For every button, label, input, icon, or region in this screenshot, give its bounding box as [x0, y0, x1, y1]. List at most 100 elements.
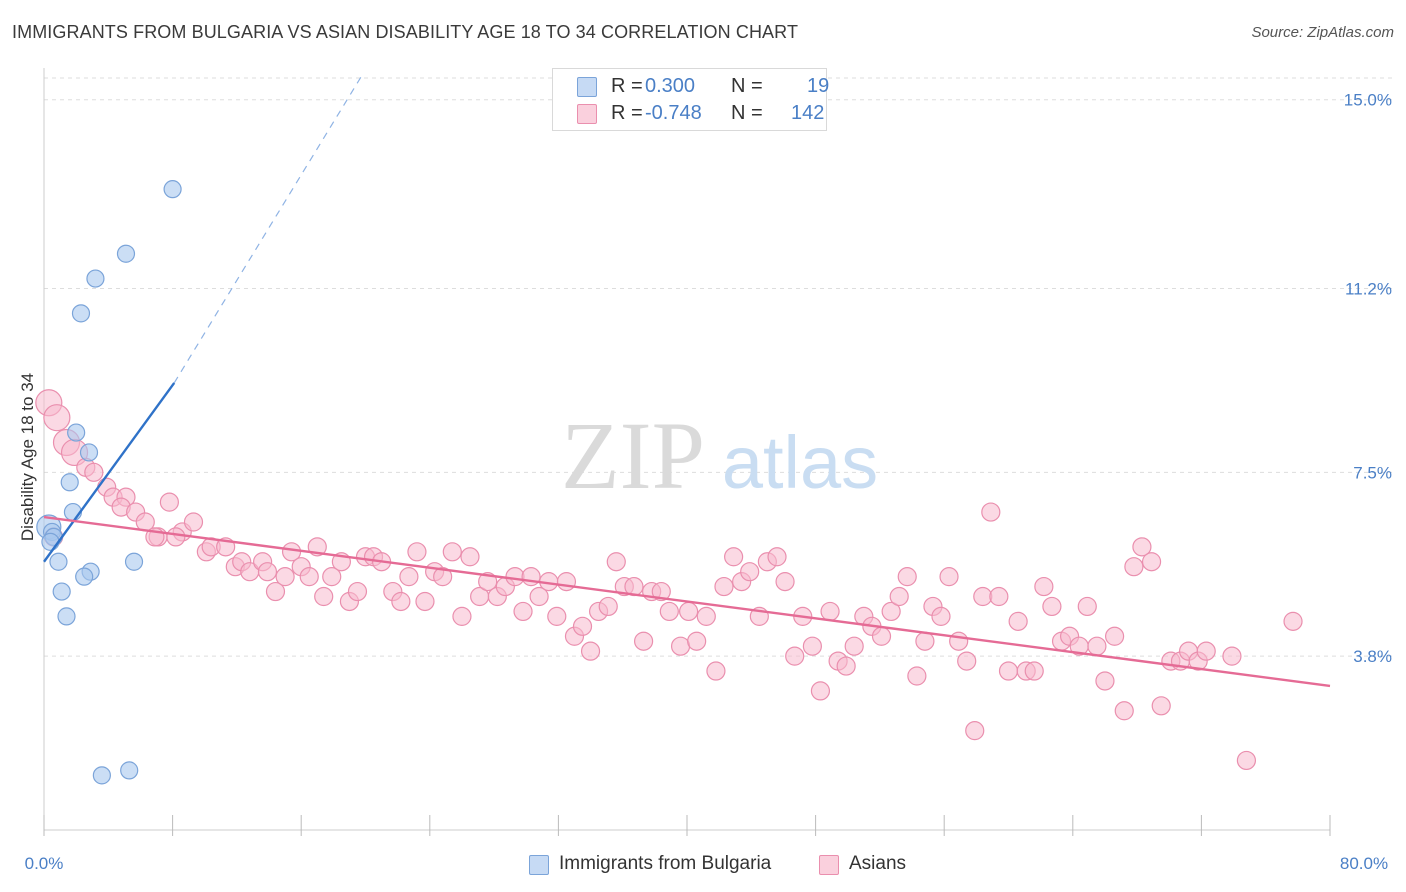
- asians-point: [633, 631, 654, 651]
- chart-title: IMMIGRANTS FROM BULGARIA VS ASIAN DISABI…: [12, 22, 799, 42]
- asians-point: [907, 666, 927, 686]
- asians-point: [1095, 671, 1115, 691]
- bulgaria-point: [75, 567, 94, 586]
- bulgaria-trend-extension: [173, 74, 363, 384]
- bulgaria-point: [52, 582, 71, 601]
- asians-point: [399, 567, 419, 587]
- asians-point: [442, 542, 462, 562]
- bulgaria-point: [57, 607, 76, 626]
- asians-point: [391, 591, 411, 612]
- bulgaria-point: [49, 552, 68, 571]
- legend-n-label: N =: [731, 102, 763, 124]
- legend-r-label: R =: [611, 102, 643, 124]
- legend-swatch-bulgaria: [577, 77, 597, 97]
- trend-lines: [43, 74, 1331, 688]
- asians-point: [724, 547, 744, 567]
- asians-point: [881, 601, 901, 622]
- asians-point: [973, 586, 993, 607]
- asians-point: [836, 656, 856, 676]
- asians-point: [347, 581, 368, 602]
- y-tick-label: 7.5%: [1353, 463, 1392, 482]
- legend-n-value: 19: [807, 75, 830, 97]
- asians-point: [889, 586, 909, 607]
- tick-labels: 3.8% 7.5% 11.2% 15.0% 0.0% 80.0%: [25, 91, 1392, 873]
- asians-point: [547, 606, 567, 626]
- bulgaria-point: [86, 269, 105, 288]
- asians-point: [939, 567, 959, 587]
- asians-point: [1114, 701, 1134, 721]
- asians-point: [659, 601, 679, 622]
- asians-point: [965, 721, 985, 741]
- asians-point: [314, 586, 334, 607]
- asians-point: [513, 601, 533, 622]
- legend-n-value: 142: [791, 102, 825, 124]
- bulgaria-points: [36, 180, 182, 785]
- bulgaria-point: [163, 180, 182, 199]
- x-tick-label-max: 80.0%: [1340, 854, 1388, 873]
- asians-point: [1008, 611, 1028, 631]
- asians-point: [1222, 646, 1242, 666]
- asians-point: [478, 572, 498, 592]
- asians-point: [84, 462, 104, 482]
- asians-point: [775, 572, 795, 592]
- asians-point: [981, 502, 1001, 522]
- bulgaria-trend-line: [43, 382, 176, 563]
- asians-trend-line: [43, 515, 1331, 688]
- asians-point: [1283, 611, 1303, 631]
- bulgaria-point: [79, 443, 99, 462]
- asians-point: [1087, 636, 1107, 656]
- asians-point: [687, 631, 707, 651]
- bottom-legend-label: Immigrants from Bulgaria: [559, 853, 772, 874]
- bulgaria-point: [124, 552, 144, 571]
- legend-n-label: N =: [731, 75, 763, 97]
- watermark-zip: ZIP: [561, 402, 705, 509]
- bulgaria-point: [92, 766, 111, 785]
- asians-point: [1104, 626, 1125, 646]
- asians-point: [505, 567, 525, 587]
- asians-point: [706, 661, 726, 681]
- asians-point: [998, 661, 1019, 681]
- y-axis-label: Disability Age 18 to 34: [18, 372, 37, 542]
- x-tick-label-min: 0.0%: [25, 854, 64, 873]
- asians-point: [820, 601, 840, 622]
- y-tick-label: 11.2%: [1345, 280, 1392, 299]
- asians-point: [915, 631, 935, 651]
- bulgaria-point: [116, 244, 136, 263]
- y-tick-label: 15.0%: [1344, 91, 1392, 110]
- asians-point: [802, 636, 822, 656]
- asians-point: [556, 572, 577, 592]
- asians-point: [407, 542, 427, 562]
- asians-point: [651, 581, 671, 602]
- asians-point: [1042, 596, 1062, 617]
- axes: [43, 68, 1331, 836]
- asians-point: [679, 601, 699, 622]
- asians-point: [714, 576, 734, 597]
- bulgaria-point: [71, 304, 91, 323]
- bottom-legend-swatch-asians: [819, 855, 839, 875]
- asians-point: [1151, 696, 1171, 716]
- asians-point: [460, 547, 480, 567]
- asians-point: [1132, 537, 1152, 557]
- asians-point: [871, 626, 892, 646]
- asians-point: [1034, 576, 1054, 597]
- legend-r-label: R =: [611, 75, 643, 97]
- asians-point: [1024, 661, 1044, 681]
- source-note: Source: ZipAtlas.com: [1251, 24, 1394, 41]
- asians-point: [696, 606, 716, 626]
- asians-point: [810, 681, 831, 701]
- asians-point: [299, 567, 319, 587]
- asians-point: [572, 616, 593, 636]
- asians-point: [767, 547, 787, 567]
- correlation-legend: R = 0.300 N = 19 R = -0.748 N = 142: [552, 68, 830, 131]
- asians-point: [580, 641, 601, 661]
- legend-r-value: 0.300: [645, 75, 696, 97]
- bulgaria-point: [67, 423, 86, 442]
- bulgaria-point: [120, 761, 139, 780]
- asians-point: [1077, 596, 1097, 617]
- asians-point: [844, 636, 864, 656]
- asians-point: [1196, 641, 1216, 661]
- watermark: ZIP atlas: [561, 402, 878, 509]
- watermark-atlas: atlas: [722, 421, 878, 504]
- asians-point: [989, 586, 1009, 607]
- asians-point: [529, 586, 549, 607]
